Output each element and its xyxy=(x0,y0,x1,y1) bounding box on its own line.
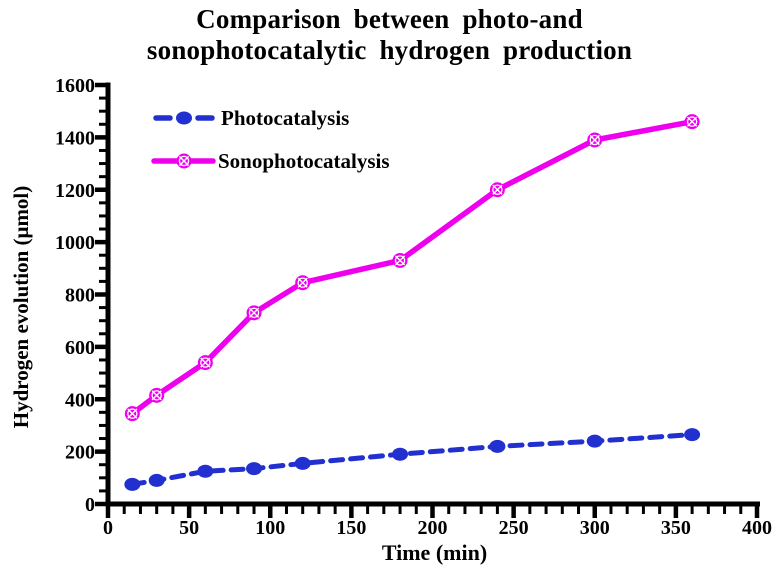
x-tick-label: 100 xyxy=(255,517,285,539)
y-tick-label: 1600 xyxy=(55,75,95,97)
legend-label-photocatalysis: Photocatalysis xyxy=(221,106,349,130)
circle-x-stroke xyxy=(687,116,698,127)
legend-label-sonophotocatalysis: Sonophotocatalysis xyxy=(218,149,390,173)
y-tick-label: 1000 xyxy=(55,232,95,254)
y-tick-label: 400 xyxy=(65,389,95,411)
circle-x-stroke xyxy=(248,307,260,318)
series-photocatalysis xyxy=(124,428,701,491)
x-tick-label: 200 xyxy=(418,517,448,539)
y-tick-label: 600 xyxy=(65,337,95,359)
circle-x-ring xyxy=(248,307,260,319)
circle-x-stroke xyxy=(178,155,190,167)
chart-title-line1: Comparison between photo-and xyxy=(196,4,583,34)
circle-x-ring xyxy=(492,184,503,195)
data-point-marker xyxy=(246,462,263,476)
data-point-marker xyxy=(684,428,701,442)
x-tick-label: 300 xyxy=(580,517,610,539)
chart-title: Comparison between photo-and sonophotoca… xyxy=(0,4,779,66)
x-tick-label: 350 xyxy=(661,517,691,539)
y-tick-label: 0 xyxy=(85,494,95,516)
circle-x-ring xyxy=(297,277,308,288)
data-point-marker xyxy=(489,439,506,453)
circle-x-stroke xyxy=(589,134,600,146)
circle-x-stroke xyxy=(297,277,308,288)
y-tick-label: 1400 xyxy=(55,127,95,149)
series-sonophotocatalysis xyxy=(124,114,700,422)
circle-x-ring xyxy=(200,357,211,368)
data-point-marker xyxy=(586,434,603,448)
y-tick-label: 1200 xyxy=(55,180,95,202)
circle-x-stroke xyxy=(394,255,406,266)
x-tick-label: 50 xyxy=(179,517,199,539)
data-point-marker xyxy=(197,464,214,478)
data-point-marker xyxy=(124,477,141,491)
legend: Photocatalysis Sonophotocatalysis xyxy=(151,106,390,173)
circle-x-stroke xyxy=(151,390,162,401)
series-line xyxy=(129,118,695,417)
y-axis-title: Hydrogen evolution (μmol) xyxy=(9,186,33,429)
x-axis-title: Time (min) xyxy=(382,540,487,565)
x-tick-label: 400 xyxy=(742,517,772,539)
y-tick-label: 200 xyxy=(65,442,95,464)
circle-x-ring xyxy=(178,155,190,167)
y-tick-label: 800 xyxy=(65,285,95,307)
data-point-marker xyxy=(176,111,192,125)
circle-x-ring xyxy=(394,255,406,266)
circle-x-ring xyxy=(686,116,698,127)
circle-x-stroke xyxy=(200,357,211,368)
circle-x-ring xyxy=(151,390,162,401)
circle-x-ring xyxy=(127,408,138,419)
circle-x-stroke xyxy=(127,408,138,419)
data-point-marker xyxy=(148,473,165,487)
x-tick-label: 250 xyxy=(499,517,529,539)
x-tick-label: 150 xyxy=(336,517,366,539)
series-line xyxy=(129,432,695,487)
data-point-marker xyxy=(392,447,409,461)
circle-x-ring xyxy=(589,134,601,146)
chart-title-line2: sonophotocatalytic hydrogen production xyxy=(146,35,633,65)
circle-x-stroke xyxy=(492,184,503,195)
x-tick-label: 0 xyxy=(103,517,113,539)
data-point-marker xyxy=(294,456,311,470)
